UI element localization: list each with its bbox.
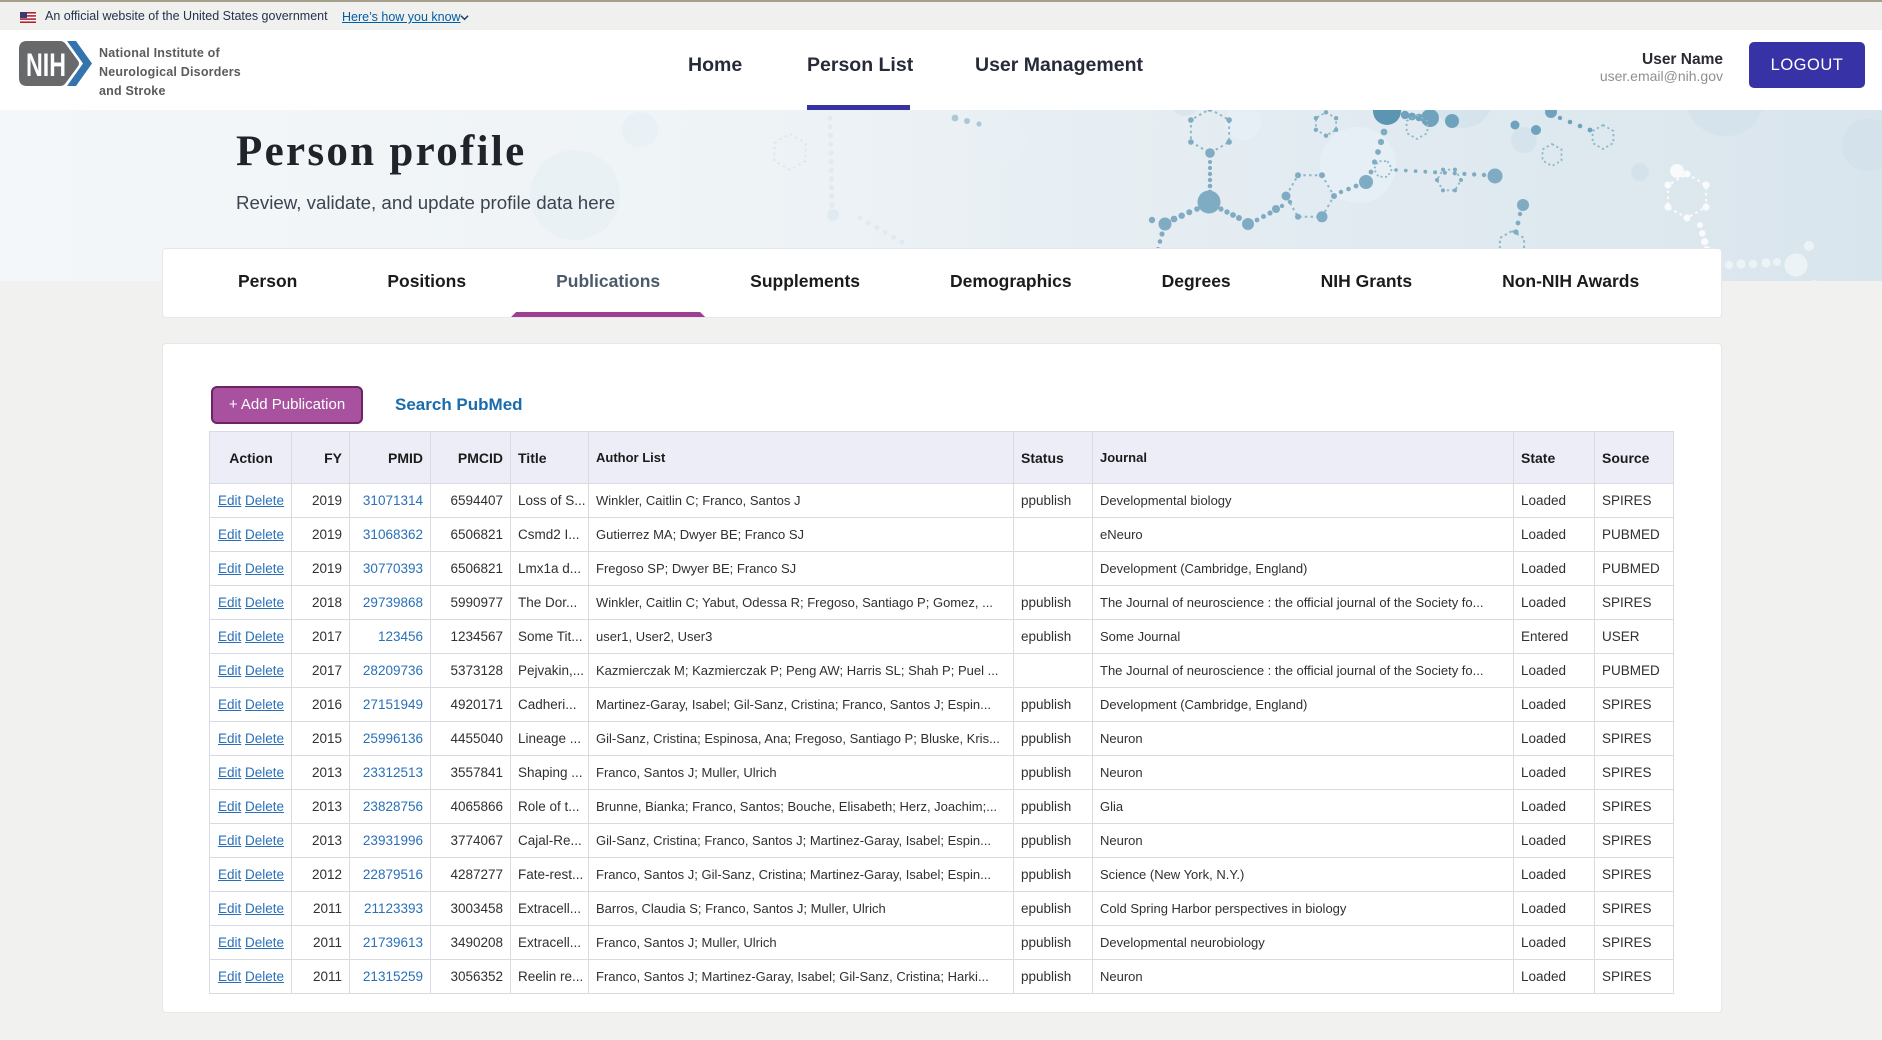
svg-text:NIH: NIH — [26, 47, 66, 83]
